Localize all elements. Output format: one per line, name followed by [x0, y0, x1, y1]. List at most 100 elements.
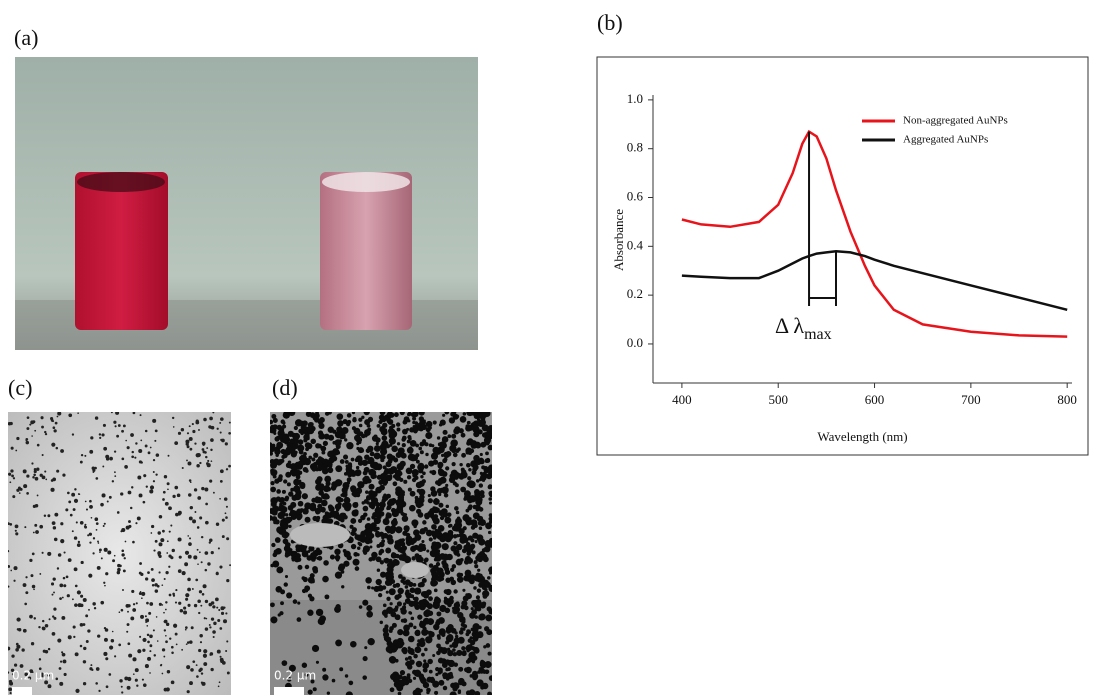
- vial-pink: [320, 172, 412, 330]
- particle: [105, 572, 108, 575]
- particle: [283, 453, 288, 458]
- particle: [209, 626, 211, 628]
- particle: [449, 672, 453, 676]
- particle: [479, 519, 486, 526]
- particle: [435, 673, 438, 676]
- meniscus: [77, 172, 165, 192]
- particle: [293, 599, 298, 604]
- particle: [52, 594, 54, 596]
- particle: [99, 437, 101, 439]
- particle: [172, 549, 175, 552]
- particle: [271, 543, 275, 547]
- particle: [51, 582, 54, 585]
- particle: [151, 578, 155, 582]
- particle: [205, 503, 208, 506]
- particle: [455, 489, 460, 494]
- particle: [61, 616, 65, 620]
- particle: [146, 602, 149, 605]
- particle: [127, 623, 130, 626]
- particle: [270, 459, 275, 464]
- particle: [442, 458, 447, 463]
- particle: [178, 511, 182, 515]
- particle: [432, 516, 438, 522]
- particle: [48, 684, 52, 688]
- particle: [104, 585, 106, 587]
- particle: [157, 640, 159, 642]
- particle: [335, 555, 341, 561]
- particle: [27, 416, 30, 419]
- particle: [171, 680, 175, 684]
- particle: [477, 569, 480, 572]
- particle: [407, 664, 412, 669]
- particle: [74, 536, 77, 539]
- particle: [189, 438, 191, 440]
- particle: [356, 466, 359, 469]
- particle: [102, 466, 104, 468]
- particle: [15, 532, 18, 535]
- particle: [437, 482, 441, 486]
- particle: [370, 452, 375, 457]
- particle: [416, 501, 421, 506]
- particle: [428, 494, 431, 497]
- particle: [362, 675, 367, 680]
- particle: [192, 660, 195, 663]
- particle: [106, 685, 109, 688]
- particle: [313, 555, 317, 559]
- particle: [288, 460, 292, 464]
- particle: [318, 423, 324, 429]
- particle: [386, 591, 389, 594]
- particle: [290, 488, 294, 492]
- scale-label: 0.2 µm: [274, 669, 316, 683]
- particle: [303, 467, 308, 472]
- particle: [197, 549, 199, 551]
- particle: [377, 424, 381, 428]
- particle: [42, 552, 44, 554]
- particle: [187, 588, 191, 592]
- particle: [422, 479, 426, 483]
- y-tick-label: 0.0: [627, 335, 643, 350]
- particle: [470, 442, 477, 449]
- particle: [90, 664, 92, 666]
- particle: [352, 491, 358, 497]
- particle: [391, 424, 395, 428]
- particle: [350, 641, 357, 648]
- particle: [315, 443, 320, 448]
- particle: [185, 626, 188, 629]
- particle: [391, 446, 398, 453]
- particle: [97, 541, 99, 543]
- particle: [136, 685, 138, 687]
- particle: [461, 433, 466, 438]
- particle: [403, 581, 407, 585]
- particle: [166, 552, 168, 554]
- particle: [355, 566, 360, 571]
- particle: [37, 444, 40, 447]
- particle: [151, 568, 154, 571]
- particle: [460, 627, 464, 631]
- particle: [419, 621, 426, 628]
- particle: [451, 676, 454, 679]
- particle: [422, 578, 427, 583]
- particle: [128, 491, 132, 495]
- particle: [476, 479, 479, 482]
- particle: [435, 498, 438, 501]
- particle: [407, 673, 411, 677]
- particle: [438, 503, 443, 508]
- particle: [143, 474, 146, 477]
- particle: [394, 510, 397, 513]
- particle: [474, 575, 481, 582]
- particle: [203, 584, 207, 588]
- particle: [355, 502, 358, 505]
- particle: [442, 554, 449, 561]
- particle: [436, 549, 440, 553]
- particle: [72, 598, 74, 600]
- particle: [114, 451, 116, 453]
- particle: [194, 511, 196, 513]
- particle: [470, 544, 475, 549]
- particle: [139, 562, 142, 565]
- particle: [17, 628, 19, 630]
- particle: [103, 424, 106, 427]
- particle: [298, 501, 304, 507]
- particle: [186, 643, 188, 645]
- particle: [227, 672, 230, 675]
- particle: [367, 446, 373, 452]
